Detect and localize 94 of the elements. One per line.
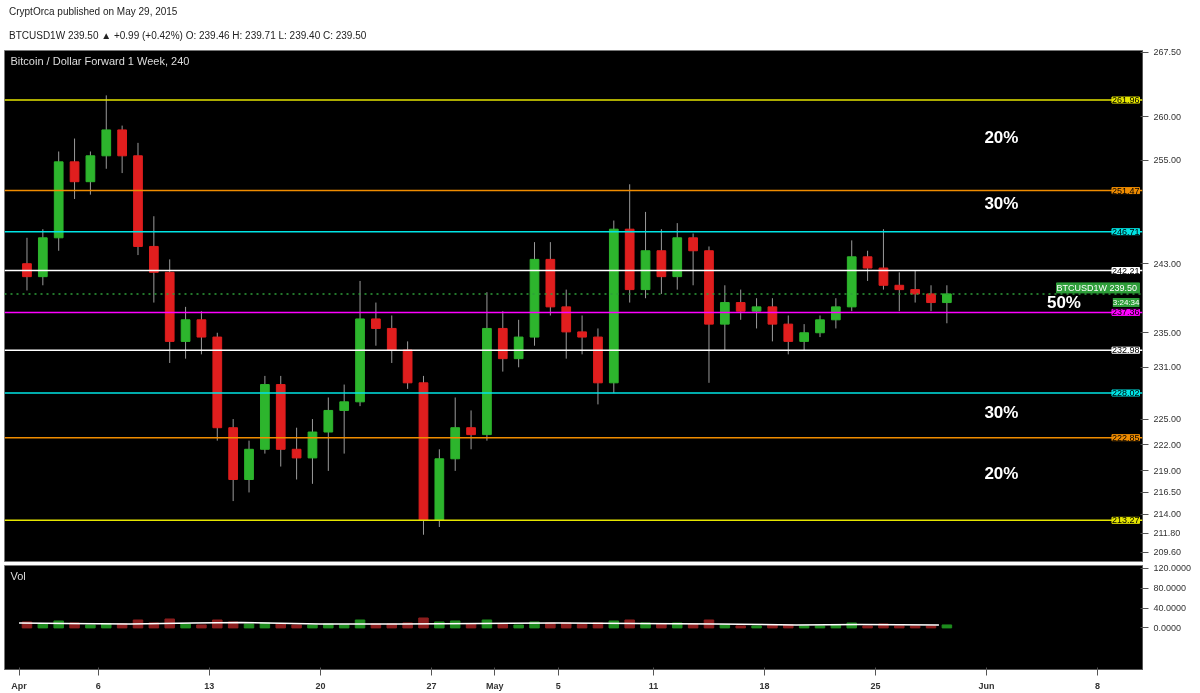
ref-line-label: 242.21: [1111, 265, 1140, 276]
bar: [338, 624, 350, 629]
y-tick-label: 243.00: [1153, 258, 1182, 269]
ref-line-label: 237.36: [1111, 307, 1140, 318]
candlestick: [783, 314, 794, 355]
y-tick-label: 235.00: [1153, 327, 1182, 338]
candlestick: [22, 237, 32, 291]
candlestick: [894, 271, 905, 312]
text: CryptOrca published on May 29, 2015: [9, 5, 178, 19]
annotation: 30%: [984, 402, 1019, 422]
ref-line-label: BTCUSD1W 239.50: [1056, 282, 1137, 293]
candlestick: [180, 306, 191, 360]
y-tick-label: 219.00: [1153, 465, 1182, 476]
candlestick: [926, 284, 936, 312]
candlestick: [751, 297, 762, 329]
candlestick: [196, 310, 207, 355]
y-tick-label: 214.00: [1153, 509, 1182, 520]
ref-line-label: 246.71: [1111, 226, 1140, 237]
x-tick-label: May: [486, 680, 504, 691]
x-tick-label: 20: [315, 680, 326, 691]
text: BTCUSD1W 239.50 ▲ +0.99 (+0.42%) O: 239.46 H: 239.71 L: 239.40 C: 239.50: [9, 29, 367, 43]
bar: [656, 623, 667, 629]
bar: [576, 623, 588, 629]
x-tick-label: 27: [426, 680, 437, 691]
annotation: 30%: [984, 193, 1019, 213]
candlestick: [910, 270, 921, 304]
x-tick-label: 11: [648, 680, 659, 691]
y-tick-label: 80.0000: [1153, 583, 1187, 594]
y-tick-label: 260.00: [1153, 111, 1182, 122]
bar: [941, 624, 953, 629]
bar: [243, 623, 255, 629]
x-tick-label: 6: [95, 680, 101, 691]
candlestick: [577, 314, 587, 355]
y-tick-label: 209.60: [1153, 547, 1182, 558]
bar: [830, 624, 842, 629]
ref-line-label: 232.98: [1111, 345, 1140, 356]
ref-line-label: 213.27: [1111, 515, 1140, 526]
candlestick: [69, 138, 80, 200]
bar: [497, 623, 509, 629]
x-tick-label: Apr: [11, 680, 28, 691]
chart-title: Vol: [10, 569, 26, 582]
y-tick-label: 231.00: [1153, 362, 1182, 373]
bar: [196, 624, 207, 629]
candlestick: [386, 314, 397, 364]
ref-line-label: 261.96: [1111, 95, 1140, 106]
x-tick-label: 25: [870, 680, 881, 691]
y-tick-label: 222.00: [1153, 439, 1182, 450]
bar: [275, 623, 286, 629]
ref-line-label: 222.85: [1111, 432, 1140, 443]
candlestick: [291, 427, 302, 480]
candlestick: [371, 302, 381, 347]
ref-line-label: 251.47: [1111, 185, 1140, 196]
candlestick: [878, 228, 889, 291]
y-tick-label: 120.0000: [1153, 563, 1192, 574]
bar: [465, 623, 477, 629]
bar: [37, 623, 49, 629]
ref-line-label: 228.02: [1111, 388, 1140, 399]
bar: [767, 624, 778, 629]
bar: [180, 623, 191, 629]
candlestick: [862, 250, 873, 282]
y-tick-label: 267.50: [1153, 47, 1182, 58]
y-tick-label: 211.80: [1153, 528, 1181, 539]
candlestick: [513, 319, 524, 368]
candlestick: [466, 409, 476, 450]
y-tick-label: 40.0000: [1153, 603, 1187, 614]
y-tick-label: 0.0000: [1153, 622, 1182, 633]
bar: [307, 624, 318, 629]
candlestick: [942, 284, 952, 324]
annotation: 3:24:34: [1112, 298, 1141, 308]
x-tick-label: 8: [1095, 680, 1101, 691]
bar: [513, 624, 524, 629]
annotation: 50%: [1046, 293, 1081, 313]
annotation: 20%: [984, 463, 1019, 483]
annotation: 20%: [984, 128, 1019, 148]
bar: [85, 624, 96, 629]
x-tick-label: Jun: [978, 680, 995, 691]
bar: [719, 624, 731, 629]
candlestick: [688, 232, 698, 286]
chart-title: Bitcoin / Dollar Forward 1 Week, 240: [10, 54, 190, 67]
bar: [291, 624, 302, 629]
x-tick-label: 5: [555, 680, 561, 691]
y-tick-label: 225.00: [1153, 414, 1182, 425]
candlestick: [815, 314, 825, 338]
candlestick: [339, 384, 350, 455]
candlestick: [767, 297, 778, 342]
candlestick: [831, 297, 841, 329]
x-tick-label: 18: [759, 680, 770, 691]
x-tick-label: 13: [204, 680, 215, 691]
candlestick: [323, 397, 334, 472]
candlestick: [719, 284, 730, 351]
candlestick: [735, 289, 746, 321]
y-tick-label: 255.00: [1153, 155, 1182, 166]
candlestick: [799, 323, 809, 351]
y-tick-label: 216.50: [1153, 487, 1182, 498]
